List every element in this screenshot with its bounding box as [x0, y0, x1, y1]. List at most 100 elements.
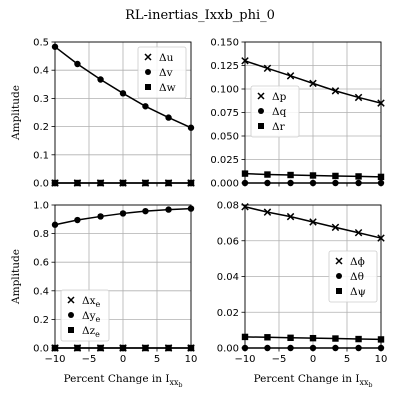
data-point [263, 208, 272, 216]
y-tick-label: 0.00 [217, 344, 239, 355]
data-point [142, 207, 149, 215]
x-axis-label: Percent Change in Ixxb [254, 373, 373, 389]
data-point [165, 114, 172, 121]
data-point [287, 179, 294, 187]
legend-label: Δxe [82, 295, 101, 309]
data-point [309, 334, 317, 342]
data-point [51, 344, 59, 352]
legend-label: Δw [159, 82, 176, 94]
data-point [331, 87, 340, 95]
data-point [332, 344, 339, 352]
legend-label: Δq [272, 106, 287, 118]
legend-marker [68, 312, 74, 318]
legend: Δϕ Δθ Δψ [328, 250, 378, 303]
legend-marker [336, 273, 342, 279]
legend-label: Δv [159, 67, 173, 79]
legend-marker [144, 53, 152, 61]
data-point [264, 179, 271, 187]
data-point [287, 171, 294, 179]
data-point [74, 60, 81, 68]
y-tick-label: 0.000 [210, 179, 239, 190]
data-point [332, 172, 339, 180]
legend-marker [257, 92, 265, 100]
y-tick-label: 0.0 [33, 179, 49, 190]
y-tick-label: 0.08 [217, 201, 239, 212]
legend-marker [145, 84, 151, 90]
data-point [354, 228, 363, 237]
y-tick-label: 0.3 [33, 94, 49, 105]
legend-marker [67, 296, 75, 304]
data-point [309, 179, 317, 187]
data-point [286, 72, 295, 80]
y-tick-label: 0.100 [210, 85, 239, 96]
y-tick-label: 0.02 [217, 308, 239, 319]
y-tick-label: 0.04 [217, 272, 239, 283]
x-tick-label: 0 [310, 354, 316, 365]
data-point [377, 344, 385, 352]
data-point [286, 212, 295, 221]
x-tick-label: −5 [272, 354, 287, 365]
data-point [165, 179, 172, 187]
data-point [241, 170, 249, 177]
data-point [51, 221, 59, 228]
data-point [74, 179, 81, 187]
data-point [187, 205, 195, 212]
data-point [309, 79, 317, 88]
data-point [377, 336, 385, 343]
data-point [165, 206, 172, 213]
legend-label: Δye [82, 310, 101, 324]
figure-title: RL-inertias_Ixxb_phi_0 [125, 8, 275, 23]
data-point [241, 203, 249, 211]
legend-label: Δϕ [350, 256, 365, 268]
data-point [287, 344, 294, 352]
y-tick-label: 0.050 [210, 132, 239, 143]
data-point [119, 179, 127, 187]
y-axis-label: Amplitude [10, 249, 22, 305]
chart-panel-2: 0.0000.0250.0500.0750.1000.1250.150ΔpΔqΔ… [210, 38, 385, 190]
data-point [97, 179, 104, 187]
y-tick-label: 0.2 [33, 315, 49, 326]
data-point [355, 344, 362, 352]
legend-label: Δze [82, 325, 100, 339]
data-point [241, 57, 249, 65]
y-tick-label: 0.06 [217, 236, 239, 247]
y-axis-label: Amplitude [10, 85, 22, 141]
data-point [97, 213, 104, 220]
y-tick-label: 0.125 [210, 61, 239, 72]
y-tick-label: 0.150 [210, 38, 239, 49]
y-tick-label: 0.025 [210, 155, 239, 166]
data-point [142, 179, 149, 187]
data-point [309, 344, 317, 352]
legend-marker [336, 288, 342, 294]
legend-marker [145, 69, 151, 75]
data-point [309, 172, 317, 179]
data-point [287, 334, 294, 342]
data-point [377, 234, 385, 242]
x-tick-label: −10 [234, 354, 255, 365]
data-point [264, 334, 271, 341]
data-point [51, 179, 59, 187]
data-point [187, 344, 195, 352]
y-tick-label: 0.0 [33, 344, 49, 355]
data-point [309, 218, 317, 226]
y-tick-label: 0.075 [210, 108, 239, 119]
y-tick-label: 1.0 [33, 201, 49, 212]
legend-marker [258, 108, 264, 114]
x-tick-label: 5 [154, 354, 160, 365]
x-tick-label: −5 [82, 354, 97, 365]
legend-label: Δp [272, 91, 287, 103]
legend-marker [335, 257, 343, 265]
data-point [377, 173, 385, 181]
data-point [142, 344, 149, 352]
y-tick-label: 0.1 [33, 150, 49, 161]
legend: Δu Δv Δw [137, 46, 187, 99]
data-point [264, 171, 271, 178]
data-point [377, 179, 385, 187]
data-point [165, 344, 172, 352]
y-tick-label: 0.5 [33, 38, 49, 49]
chart-panel-1: 0.0 0.1 0.2 0.3 0.4 0.5 Amplitude Δu Δv Δw [10, 38, 195, 190]
data-point [119, 344, 127, 352]
chart-panel-3: −10 −5 0 5 10 0.0 0.2 0.4 0.6 0.8 1.0 Amplitude Perc… [10, 201, 197, 390]
data-point [241, 344, 249, 352]
data-point [377, 99, 385, 107]
